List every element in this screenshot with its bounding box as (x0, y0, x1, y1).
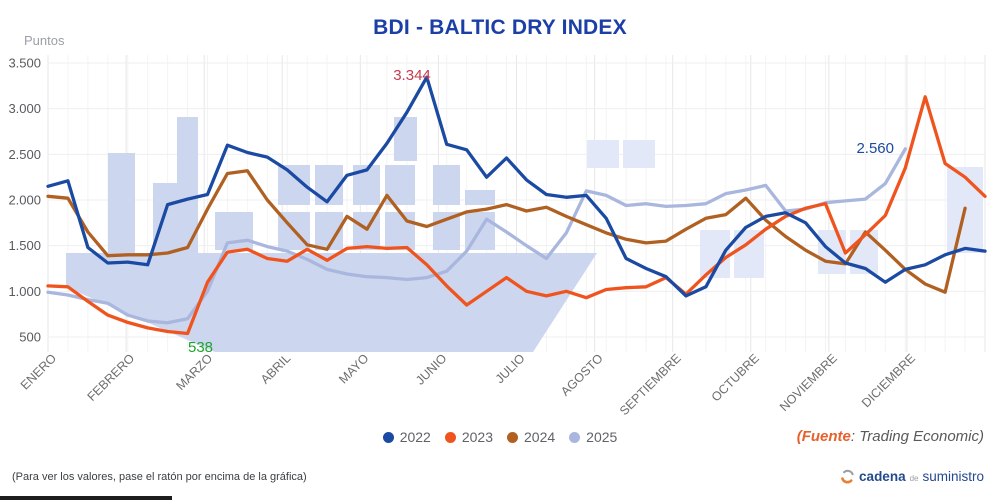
y-tick-2.500: 2.500 (8, 147, 41, 162)
y-axis-unit-label: Puntos (24, 33, 65, 48)
x-tick-ENERO: ENERO (18, 351, 60, 393)
legend-dot-2025-icon (569, 431, 581, 443)
chart-legend: 2022 2023 2024 2025 (0, 429, 1000, 445)
series-line-2024[interactable] (46, 169, 967, 294)
annotation-2.560: 2.560 (856, 140, 894, 157)
x-tick-NOVIEMBRE: NOVIEMBRE (777, 351, 840, 414)
y-tick-3.500: 3.500 (8, 56, 41, 71)
source-attribution: (Fuente: Trading Economic) (797, 428, 984, 445)
cadena-de-suministro-logo[interactable]: cadena de suministro (840, 469, 984, 484)
y-tick-2.000: 2.000 (8, 193, 41, 208)
legend-label-2022: 2022 (399, 429, 431, 445)
logo-word-suministro: suministro (922, 469, 984, 484)
x-tick-JULIO: JULIO (493, 351, 528, 386)
x-tick-JUNIO: JUNIO (413, 351, 450, 388)
x-tick-MAYO: MAYO (336, 351, 371, 386)
hover-hint-note: (Para ver los valores, pase el ratón por… (12, 471, 307, 483)
container-ship-watermark (66, 117, 983, 352)
logo-word-de: de (909, 474, 919, 483)
x-axis-month-labels: ENERO FEBRERO MARZO ABRIL MAYO JUNIO JULIO AGOS… (18, 351, 918, 418)
logo-cycle-icon (841, 469, 854, 484)
source-suffix: : Trading Economic) (850, 428, 984, 445)
legend-dot-2024-icon (507, 431, 518, 443)
legend-label-2023: 2023 (461, 429, 493, 445)
legend-dot-2022-icon (382, 431, 394, 443)
annotation-3.344: 3.344 (393, 67, 431, 84)
series-line-2023[interactable] (46, 95, 987, 336)
legend-item-2025[interactable]: 2025 (569, 429, 617, 445)
x-tick-FEBRERO: FEBRERO (85, 351, 138, 404)
legend-item-2024[interactable]: 2024 (507, 429, 555, 445)
x-tick-OCTUBRE: OCTUBRE (709, 351, 762, 404)
legend-item-2023[interactable]: 2023 (444, 429, 493, 445)
logo-word-cadena: cadena (859, 469, 906, 484)
annotation-538: 538 (188, 339, 213, 356)
legend-item-2022[interactable]: 2022 (382, 429, 431, 445)
legend-dot-2023-icon (444, 431, 456, 443)
y-tick-1.500: 1.500 (8, 238, 41, 253)
x-tick-SEPTIEMBRE: SEPTIEMBRE (617, 351, 684, 418)
series-line-2025[interactable] (46, 147, 907, 325)
legend-label-2024: 2024 (524, 429, 556, 445)
y-tick-1.000: 1.000 (8, 284, 41, 299)
series-line-2022[interactable] (46, 75, 987, 298)
y-tick-3.000: 3.000 (8, 101, 41, 116)
chart-title: BDI - BALTIC DRY INDEX (373, 16, 627, 39)
y-tick-500: 500 (19, 330, 41, 345)
x-tick-DICIEMBRE: DICIEMBRE (859, 351, 918, 410)
y-axis-tick-labels: 3.500 3.000 2.500 2.000 1.500 1.000 500 (8, 56, 41, 345)
source-prefix: (Fuente (796, 428, 851, 445)
legend-label-2025: 2025 (586, 429, 618, 445)
cropped-bottom-element (0, 496, 172, 500)
x-tick-MARZO: MARZO (173, 351, 215, 393)
x-tick-ABRIL: ABRIL (258, 351, 293, 386)
x-tick-AGOSTO: AGOSTO (558, 351, 606, 399)
